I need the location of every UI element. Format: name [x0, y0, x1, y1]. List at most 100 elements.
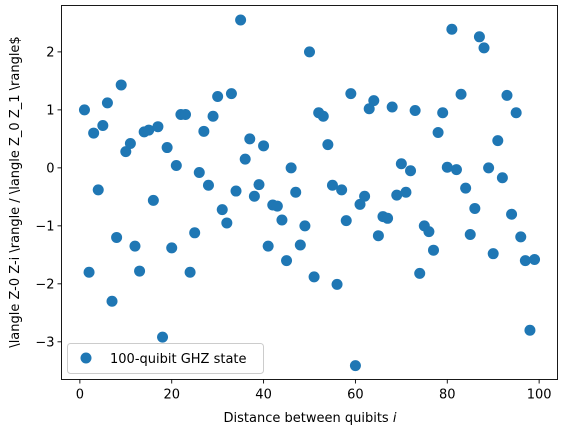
plot-frame — [61, 5, 558, 380]
data-point — [455, 88, 467, 100]
x-axis: 0 20 40 60 80 100 — [76, 379, 552, 403]
data-point — [97, 120, 109, 132]
data-point — [111, 231, 123, 243]
data-point — [331, 278, 343, 290]
data-point — [248, 190, 260, 202]
data-point — [92, 184, 104, 196]
data-point — [529, 253, 541, 265]
data-point — [460, 182, 472, 194]
data-point — [432, 126, 444, 138]
data-point — [409, 104, 421, 116]
y-tick-label: −3 — [35, 335, 54, 350]
data-point — [120, 146, 132, 158]
x-tick-label: 60 — [347, 388, 364, 403]
x-tick-label: 80 — [439, 388, 456, 403]
data-point — [271, 200, 283, 212]
data-point — [281, 255, 293, 267]
data-point — [207, 110, 219, 122]
data-point — [483, 162, 495, 174]
data-point — [524, 324, 536, 336]
y-tick-label: −1 — [35, 219, 54, 234]
legend-label: 100-quibit GHZ state — [110, 352, 247, 367]
data-point — [469, 202, 481, 214]
data-point — [400, 186, 412, 198]
data-point — [336, 184, 348, 196]
data-point — [414, 267, 426, 279]
y-tick-label: 0 — [46, 161, 54, 176]
data-point — [363, 103, 375, 115]
y-tick-label: 2 — [46, 45, 54, 60]
data-point — [345, 88, 357, 100]
data-point — [124, 138, 136, 150]
data-point — [349, 360, 361, 372]
data-point — [437, 107, 449, 119]
data-point — [198, 125, 210, 137]
data-point — [326, 179, 338, 191]
y-tick-label: −2 — [35, 277, 54, 292]
data-point — [212, 91, 224, 103]
x-tick-label: 100 — [527, 388, 552, 403]
data-point — [290, 186, 302, 198]
data-point — [184, 266, 196, 278]
data-point — [423, 226, 435, 238]
data-point — [216, 204, 228, 216]
data-point — [340, 215, 352, 227]
data-point — [354, 198, 366, 210]
y-axis: −3 −2 −1 0 1 2 — [35, 45, 62, 350]
data-point — [134, 265, 146, 277]
data-point — [322, 139, 334, 151]
data-point — [193, 166, 205, 178]
data-point — [317, 110, 329, 122]
data-point — [78, 104, 90, 116]
data-point — [368, 95, 380, 107]
data-point — [157, 331, 169, 343]
data-point — [382, 212, 394, 224]
data-point — [450, 164, 462, 176]
data-point — [405, 165, 417, 177]
data-point — [473, 31, 485, 43]
data-point — [101, 97, 113, 109]
data-point — [446, 23, 458, 35]
data-point — [428, 244, 439, 256]
data-point — [221, 217, 233, 229]
legend-box — [67, 343, 264, 374]
data-point — [372, 230, 384, 242]
data-point — [294, 239, 306, 251]
data-point — [143, 124, 155, 136]
data-point — [464, 229, 476, 241]
data-point — [391, 189, 403, 201]
y-tick-label: 1 — [46, 103, 54, 118]
data-point — [106, 295, 118, 307]
data-point — [239, 153, 251, 165]
data-point — [225, 88, 237, 100]
x-tick-label: 40 — [255, 388, 272, 403]
data-point — [253, 179, 265, 191]
data-point — [492, 135, 504, 147]
data-point — [202, 179, 214, 191]
data-point — [441, 161, 453, 173]
data-point — [244, 133, 256, 145]
y-axis-label: \langle Z-0 Z-i \rangle / \langle Z_0 Z_… — [8, 36, 23, 347]
data-point — [88, 127, 100, 139]
data-point — [506, 208, 518, 220]
data-point — [235, 14, 247, 26]
data-point — [519, 255, 531, 267]
data-point — [166, 242, 178, 254]
data-point — [180, 109, 191, 121]
legend-marker — [80, 352, 92, 364]
data-point — [478, 42, 490, 54]
data-point — [161, 142, 173, 154]
data-point — [304, 46, 315, 58]
data-point — [359, 190, 371, 202]
data-point — [258, 140, 270, 152]
data-point — [152, 121, 164, 133]
x-axis-label: Distance between quibits i — [224, 411, 397, 426]
data-point — [395, 158, 407, 170]
data-point — [487, 248, 499, 260]
data-point — [299, 220, 311, 232]
data-point — [510, 107, 522, 119]
data-point — [262, 240, 274, 252]
data-point — [515, 231, 527, 243]
data-point — [170, 160, 182, 172]
